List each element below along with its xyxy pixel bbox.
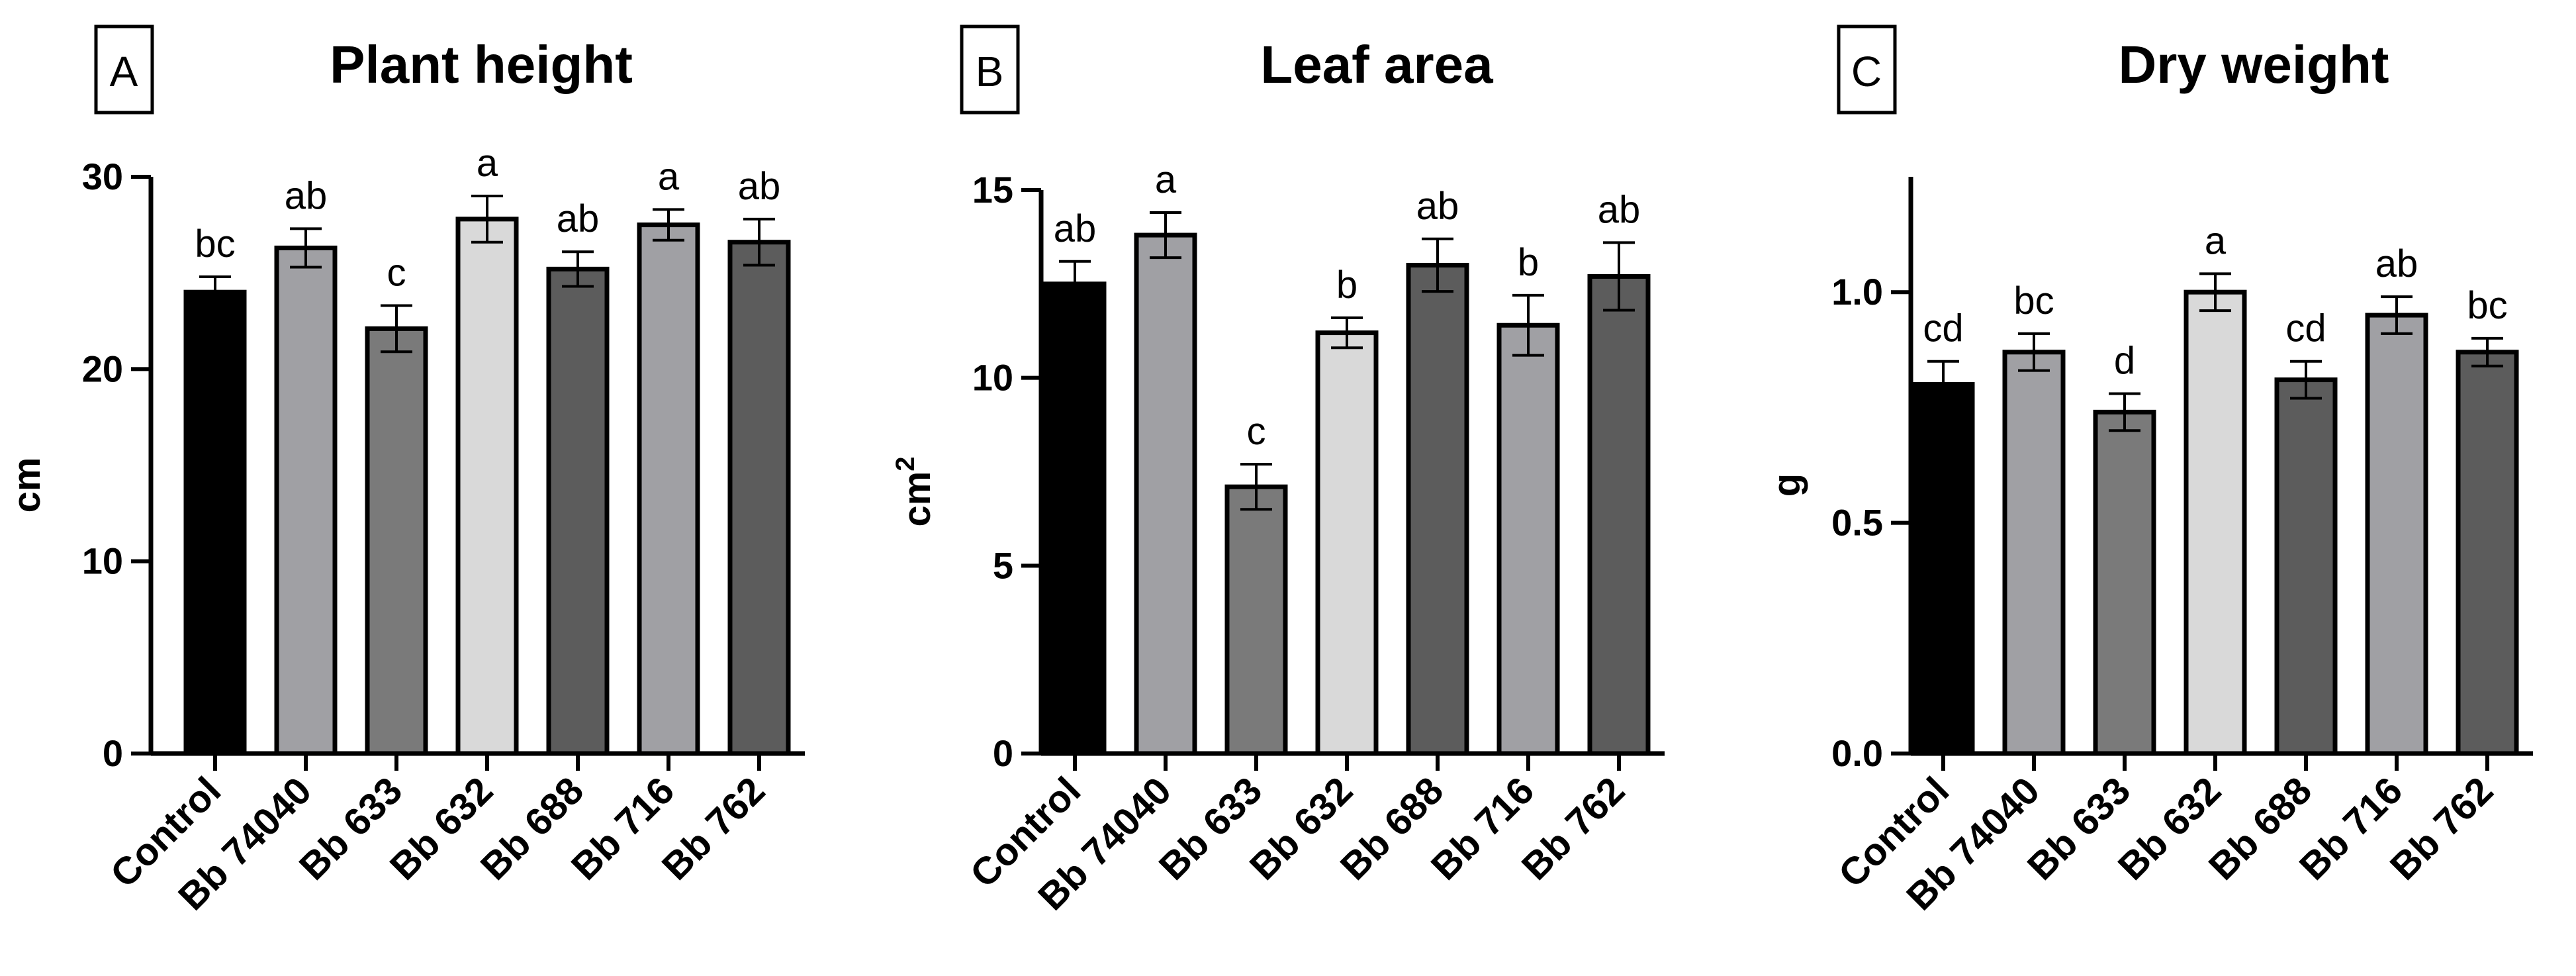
panel-b-y-tick-label: 0 <box>993 732 1013 774</box>
panel-a-y-tick-label: 20 <box>82 348 123 389</box>
panel-b-significance-label: b <box>1518 241 1539 284</box>
panel-a-significance-label: ab <box>557 197 600 240</box>
panel-c-significance-label: bc <box>2013 279 2054 322</box>
panel-c-x-tick-label: Bb 688 <box>2201 769 2320 888</box>
panel-b-bar <box>1315 330 1379 756</box>
panel-a-bar <box>455 217 519 756</box>
panel-c-y-tick-label: 1.0 <box>1831 271 1883 313</box>
panel-c-bar <box>2184 289 2247 756</box>
panel-b-bar <box>1406 262 1469 756</box>
panel-b-bar <box>1496 322 1560 756</box>
panel-a-x-tick-label: Bb 762 <box>654 769 773 888</box>
panel-b-significance-label: b <box>1336 264 1357 307</box>
panel-a-bar <box>365 326 428 756</box>
panel-c-x-tick-label: Bb 762 <box>2382 769 2501 888</box>
panel-c-significance-label: cd <box>1923 307 1963 350</box>
panel-b-x-tick-label: Bb 762 <box>1514 769 1633 888</box>
panel-a-x-tick-label: Bb 716 <box>563 769 682 888</box>
panel-a-y-tick-label: 30 <box>82 156 123 197</box>
panel-c-letter: C <box>1851 48 1882 95</box>
panel-b-significance-label: c <box>1247 410 1266 453</box>
panel-c-bar <box>2002 350 2066 756</box>
panel-a-x-tick-label: Bb 632 <box>382 769 501 888</box>
panel-b-significance-label: ab <box>1416 185 1459 228</box>
panel-c-x-tick-label: Bb 633 <box>2019 769 2139 888</box>
panel-b-bar <box>1134 232 1197 756</box>
panel-c-bar <box>2365 313 2428 756</box>
panel-b-bar <box>1587 273 1651 756</box>
panel-c-y-axis-label: g <box>1765 473 1808 497</box>
panel-c-significance-label: bc <box>2467 284 2507 327</box>
panel-a-letter: A <box>110 48 138 95</box>
panel-a-bar <box>727 240 791 756</box>
panel-a-significance-label: ab <box>738 165 781 208</box>
panel-c-significance-label: ab <box>2375 242 2418 285</box>
panel-a-bar <box>546 266 610 756</box>
panel-b-significance-label: a <box>1155 158 1177 201</box>
panel-b-bar <box>1224 484 1288 756</box>
panel-a-letter-box <box>94 24 154 115</box>
panel-a-bar <box>183 289 247 756</box>
panel-a-y-axis-label: cm <box>5 458 48 513</box>
panel-a-significance-label: a <box>477 142 498 185</box>
panel-c-y-tick-label: 0.0 <box>1831 732 1883 774</box>
panel-b-y-axis-label: cm2 <box>891 456 939 526</box>
panel-a-bar <box>274 245 338 756</box>
panel-c-y-tick-label: 0.5 <box>1831 502 1883 544</box>
panel-b-x-tick-label: Bb 633 <box>1151 769 1270 888</box>
panel-a-x-tick-label: Bb 633 <box>291 769 410 888</box>
panel-b-x-tick-label: Bb 716 <box>1423 769 1542 888</box>
panel-a-x-tick-label: Bb 688 <box>473 769 592 888</box>
panel-a-significance-label: a <box>658 155 680 198</box>
panel-b-significance-label: ab <box>1054 207 1097 250</box>
panel-c-title: Dry weight <box>2119 35 2389 94</box>
panel-c-x-tick-label: Bb 632 <box>2110 769 2229 888</box>
panel-a-significance-label: bc <box>195 222 235 266</box>
panel-c-significance-label: cd <box>2285 307 2326 350</box>
panel-a-y-tick-label: 10 <box>82 540 123 582</box>
panel-a-significance-label: ab <box>285 174 328 217</box>
panel-c-x-tick-label: Bb 716 <box>2291 769 2411 888</box>
panel-a-bar <box>637 222 700 756</box>
panel-b-significance-label: ab <box>1598 188 1641 231</box>
panel-c-significance-label: a <box>2205 219 2227 262</box>
panel-b-letter: B <box>976 48 1004 95</box>
panel-c-letter-box <box>1837 24 1897 115</box>
panel-b-bar <box>1043 281 1107 756</box>
panel-b-x-tick-label: Bb 688 <box>1332 769 1451 888</box>
panel-b-title: Leaf area <box>1260 35 1493 94</box>
panel-b-letter-box <box>960 24 1020 115</box>
panel-b-y-tick-label: 10 <box>972 357 1013 399</box>
panel-c-significance-label: d <box>2114 339 2135 382</box>
panel-a-y-tick-label: 0 <box>103 732 123 774</box>
panel-c-bar <box>2093 409 2156 756</box>
panel-a-title: Plant height <box>330 35 633 94</box>
panel-c-bar <box>1911 382 1975 756</box>
panel-b-x-tick-label: Bb 632 <box>1242 769 1361 888</box>
panel-a-significance-label: c <box>387 252 406 295</box>
panel-c-bar <box>2274 377 2338 756</box>
panel-c-bar <box>2456 350 2519 756</box>
panel-b-y-tick-label: 5 <box>993 544 1013 586</box>
panel-b-y-tick-label: 15 <box>972 169 1013 211</box>
